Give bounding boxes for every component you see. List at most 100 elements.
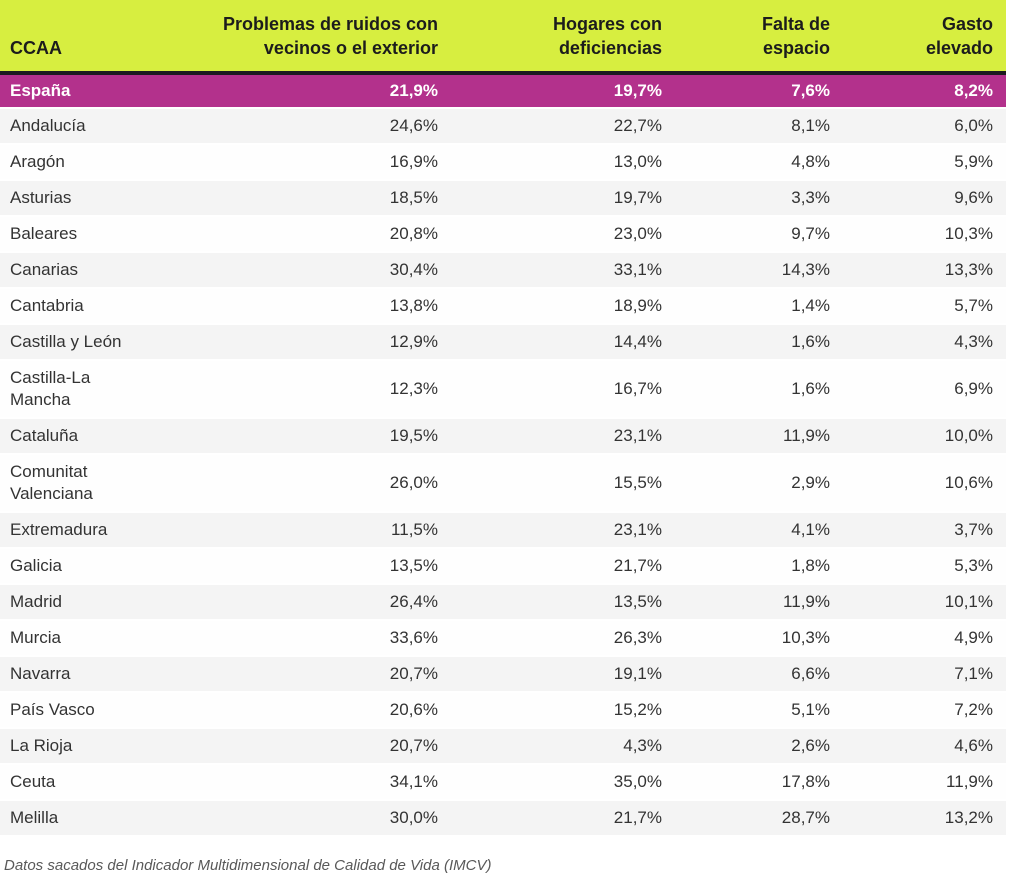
row-value-gasto: 13,3% [944, 260, 993, 279]
row-value-deficiencias: 13,5% [613, 592, 662, 611]
table-row: Cantabria 13,8% 18,9% 1,4% 5,7% [0, 288, 1006, 324]
row-value-gasto: 13,2% [944, 808, 993, 827]
row-value-gasto: 4,3% [954, 332, 993, 351]
row-value-gasto: 5,3% [954, 556, 993, 575]
ccaa-housing-table: CCAA Problemas de ruidos con vecinos o e… [0, 0, 1006, 836]
row-value-espacio: 1,6% [791, 379, 830, 398]
row-value-deficiencias: 15,5% [613, 473, 662, 492]
row-value-ruidos: 20,7% [389, 664, 438, 683]
row-value-ruidos: 18,5% [389, 188, 438, 207]
row-ccaa-label: Navarra [10, 664, 71, 683]
row-value-deficiencias: 21,7% [613, 808, 662, 827]
table-row: Baleares 20,8% 23,0% 9,7% 10,3% [0, 216, 1006, 252]
row-ccaa-label: Castilla-La Mancha [10, 368, 91, 409]
table-row: Castilla-La Mancha 12,3% 16,7% 1,6% 6,9% [0, 360, 1006, 418]
row-value-gasto: 6,9% [954, 379, 993, 398]
row-value-ruidos: 20,6% [389, 700, 438, 719]
row-ccaa-label: Melilla [10, 808, 59, 827]
row-value-ruidos: 19,5% [389, 426, 438, 445]
row-value-ruidos: 13,8% [389, 296, 438, 315]
row-value-deficiencias: 23,0% [613, 224, 662, 243]
table-row: Galicia 13,5% 21,7% 1,8% 5,3% [0, 548, 1006, 584]
table-row: Asturias 18,5% 19,7% 3,3% 9,6% [0, 180, 1006, 216]
table-row: Murcia 33,6% 26,3% 10,3% 4,9% [0, 620, 1006, 656]
row-value-espacio: 9,7% [791, 224, 830, 243]
row-value-espacio: 5,1% [791, 700, 830, 719]
row-value-gasto: 8,2% [954, 81, 993, 100]
row-value-gasto: 7,1% [954, 664, 993, 683]
row-value-gasto: 9,6% [954, 188, 993, 207]
row-value-gasto: 10,3% [944, 224, 993, 243]
row-value-espacio: 8,1% [791, 116, 830, 135]
row-ccaa-label: España [10, 81, 71, 100]
row-value-deficiencias: 15,2% [613, 700, 662, 719]
row-value-deficiencias: 19,7% [613, 188, 662, 207]
row-value-deficiencias: 19,1% [613, 664, 662, 683]
row-value-deficiencias: 4,3% [623, 736, 662, 755]
row-value-gasto: 4,6% [954, 736, 993, 755]
column-header-ccaa: CCAA [0, 0, 185, 75]
row-value-espacio: 1,4% [791, 296, 830, 315]
row-value-ruidos: 34,1% [389, 772, 438, 791]
table-row: Aragón 16,9% 13,0% 4,8% 5,9% [0, 144, 1006, 180]
row-ccaa-label: Aragón [10, 152, 65, 171]
row-value-ruidos: 13,5% [389, 556, 438, 575]
row-value-espacio: 10,3% [781, 628, 830, 647]
row-value-deficiencias: 13,0% [613, 152, 662, 171]
row-value-deficiencias: 33,1% [613, 260, 662, 279]
row-value-espacio: 11,9% [783, 592, 830, 611]
row-value-deficiencias: 26,3% [613, 628, 662, 647]
column-header-gasto: Gasto elevado [830, 0, 1006, 75]
row-ccaa-label: Ceuta [10, 772, 56, 791]
table-row-highlight: España 21,9% 19,7% 7,6% 8,2% [0, 73, 1006, 108]
row-value-gasto: 10,6% [944, 473, 993, 492]
row-value-deficiencias: 22,7% [613, 116, 662, 135]
table-row: Castilla y León 12,9% 14,4% 1,6% 4,3% [0, 324, 1006, 360]
row-value-deficiencias: 19,7% [613, 81, 662, 100]
column-header-espacio: Falta de espacio [662, 0, 830, 75]
table-header-row: CCAA Problemas de ruidos con vecinos o e… [0, 0, 1006, 75]
row-ccaa-label: Comunitat Valenciana [10, 462, 93, 503]
row-value-ruidos: 20,8% [389, 224, 438, 243]
row-value-ruidos: 26,4% [389, 592, 438, 611]
row-value-ruidos: 30,4% [389, 260, 438, 279]
row-value-ruidos: 24,6% [389, 116, 438, 135]
row-ccaa-label: La Rioja [10, 736, 73, 755]
row-ccaa-label: País Vasco [10, 700, 95, 719]
table-row: Navarra 20,7% 19,1% 6,6% 7,1% [0, 656, 1006, 692]
row-value-deficiencias: 35,0% [613, 772, 662, 791]
row-value-ruidos: 20,7% [389, 736, 438, 755]
row-ccaa-label: Andalucía [10, 116, 86, 135]
row-ccaa-label: Extremadura [10, 520, 108, 539]
row-value-ruidos: 11,5% [391, 520, 438, 539]
row-value-espacio: 28,7% [781, 808, 830, 827]
table-row: Extremadura 11,5% 23,1% 4,1% 3,7% [0, 512, 1006, 548]
row-value-gasto: 6,0% [954, 116, 993, 135]
table-row: País Vasco 20,6% 15,2% 5,1% 7,2% [0, 692, 1006, 728]
table-body: España 21,9% 19,7% 7,6% 8,2% Andalucía 2… [0, 73, 1006, 836]
row-ccaa-label: Canarias [10, 260, 79, 279]
row-value-gasto: 3,7% [954, 520, 993, 539]
row-value-gasto: 4,9% [954, 628, 993, 647]
row-ccaa-label: Castilla y León [10, 332, 122, 351]
row-value-espacio: 6,6% [791, 664, 830, 683]
table-row: Andalucía 24,6% 22,7% 8,1% 6,0% [0, 108, 1006, 144]
row-value-ruidos: 30,0% [389, 808, 438, 827]
table-row: Comunitat Valenciana 26,0% 15,5% 2,9% 10… [0, 454, 1006, 512]
row-value-deficiencias: 18,9% [613, 296, 662, 315]
row-value-espacio: 11,9% [783, 426, 830, 445]
row-value-gasto: 7,2% [954, 700, 993, 719]
row-value-espacio: 17,8% [781, 772, 830, 791]
row-value-ruidos: 26,0% [389, 473, 438, 492]
row-value-ruidos: 21,9% [389, 81, 438, 100]
row-value-gasto: 5,9% [954, 152, 993, 171]
table-header: CCAA Problemas de ruidos con vecinos o e… [0, 0, 1006, 75]
column-header-ruidos: Problemas de ruidos con vecinos o el ext… [185, 0, 438, 75]
row-value-ruidos: 16,9% [389, 152, 438, 171]
row-value-gasto: 10,0% [944, 426, 993, 445]
table-row: Canarias 30,4% 33,1% 14,3% 13,3% [0, 252, 1006, 288]
row-value-deficiencias: 23,1% [613, 520, 662, 539]
column-header-deficiencias: Hogares con deficiencias [438, 0, 662, 75]
row-value-ruidos: 12,3% [389, 379, 438, 398]
